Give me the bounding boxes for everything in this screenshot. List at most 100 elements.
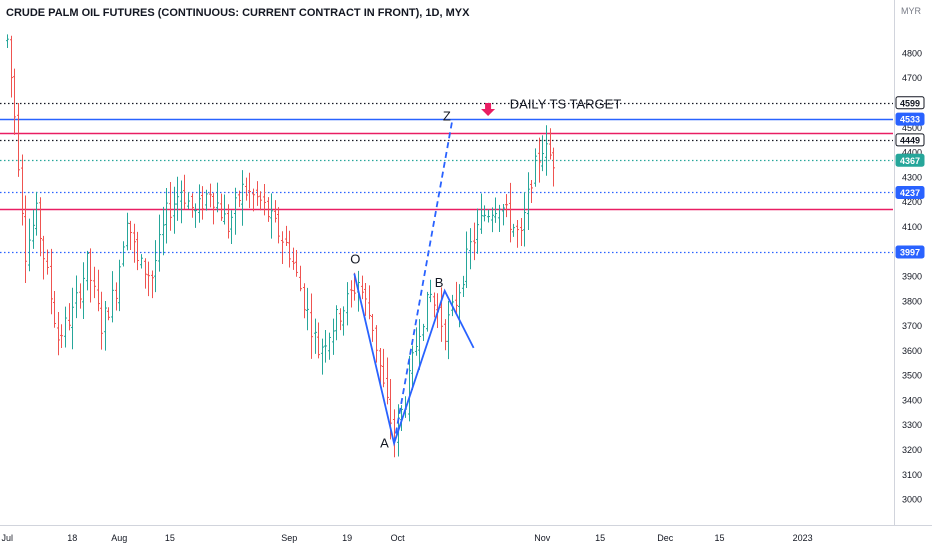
ohlc-bar: [230, 210, 233, 244]
ohlc-bar: [191, 193, 194, 218]
time-tick-label: 15: [714, 533, 724, 543]
ohlc-bar: [100, 291, 103, 350]
ohlc-bar: [209, 183, 212, 208]
ohlc-bar: [173, 186, 176, 234]
ohlc-bar: [82, 262, 85, 319]
ohlc-bar: [382, 348, 385, 388]
ohlc-bar: [267, 197, 270, 222]
pattern-zigzag: [353, 273, 475, 447]
time-tick-label: Jul: [1, 533, 13, 543]
ohlc-bar: [375, 325, 378, 363]
price-label: 4367: [895, 153, 925, 167]
ohlc-bar: [498, 204, 501, 232]
ohlc-bar: [418, 319, 421, 370]
ohlc-bar: [234, 187, 237, 235]
price-tick-label: 3700: [902, 321, 922, 331]
price-tick-label: 4400: [902, 148, 922, 158]
ohlc-bar: [512, 223, 515, 237]
ohlc-bar: [183, 174, 186, 209]
ohlc-bar: [527, 172, 530, 231]
price-tick-label: 4800: [902, 48, 922, 58]
ohlc-bar: [111, 271, 114, 323]
ohlc-bar: [241, 170, 244, 226]
ohlc-bar: [469, 228, 472, 270]
ohlc-bar: [39, 197, 42, 257]
ohlc-bar: [165, 188, 168, 244]
pattern-point-label: Z: [443, 108, 451, 123]
price-tick-label: 3800: [902, 296, 922, 306]
ohlc-bar: [277, 207, 280, 244]
price-tick-label: 3900: [902, 272, 922, 282]
ohlc-bar: [151, 270, 154, 299]
ohlc-bar: [263, 183, 266, 216]
ohlc-bar: [335, 305, 338, 341]
ohlc-bar: [216, 182, 219, 213]
price-label-text: 4237: [900, 188, 920, 198]
ohlc-bar: [118, 259, 121, 312]
ohlc-bar: [245, 177, 248, 201]
ohlc-bar: [205, 189, 208, 211]
price-label-box: [895, 112, 925, 126]
price-label-text: 4599: [900, 98, 920, 108]
time-tick-label: Aug: [111, 533, 127, 543]
ohlc-bar: [32, 209, 35, 249]
price-labels: 4599 4533 4449 4367 4237 3997: [895, 96, 925, 259]
price-label-text: 4367: [900, 156, 920, 166]
ohlc-bar: [154, 240, 157, 293]
ohlc-bar: [534, 148, 537, 187]
ohlc-bar: [505, 194, 508, 218]
ohlc-bar: [339, 308, 342, 331]
price-tick-label: 4100: [902, 222, 922, 232]
ohlc-bar: [473, 222, 476, 261]
price-tick-label: 3100: [902, 470, 922, 480]
ohlc-bar: [71, 287, 74, 350]
price-tick-label: 3300: [902, 420, 922, 430]
ohlc-bar: [314, 318, 317, 354]
ohlc-bar: [368, 285, 371, 320]
ohlc-bar: [93, 266, 96, 299]
ohlc-bar: [97, 269, 100, 312]
ohlc-bar: [321, 338, 324, 375]
ohlc-bar: [256, 181, 259, 206]
ohlc-bar: [252, 188, 255, 212]
ohlc-bar: [523, 192, 526, 247]
ohlc-bar: [371, 314, 374, 342]
projection-line: [393, 122, 453, 444]
ohlc-bar: [332, 318, 335, 355]
ohlc-bar: [285, 225, 288, 247]
ohlc-bar: [328, 332, 331, 360]
ohlc-bar: [144, 258, 147, 289]
price-tick-label: 3400: [902, 395, 922, 405]
time-tick-label: Oct: [391, 533, 406, 543]
ohlc-bar: [227, 204, 230, 239]
horizontal-levels: [0, 102, 893, 254]
ohlc-bar: [281, 231, 284, 264]
pattern-point-label: A: [380, 435, 389, 450]
ohlc-bar: [169, 181, 172, 231]
price-tick-label: 4500: [902, 123, 922, 133]
time-axis: Jul 18 Aug 15 Sep 19 Oct Nov 15 Dec 15 2023: [1, 533, 812, 543]
currency-label: MYR: [901, 6, 922, 16]
time-tick-label: Nov: [534, 533, 551, 543]
ohlc-bar: [310, 293, 313, 359]
ohlc-bar: [122, 241, 125, 267]
price-tick-label: 3000: [902, 495, 922, 505]
ohlc-bar: [201, 186, 204, 220]
ohlc-bar: [361, 275, 364, 300]
time-tick-label: 15: [595, 533, 605, 543]
ohlc-bar: [126, 212, 129, 251]
ohlc-bar: [158, 214, 161, 272]
price-tick-label: 3600: [902, 346, 922, 356]
ohlc-bar: [194, 203, 197, 228]
price-label-text: 4533: [900, 115, 920, 125]
ohlc-bar: [104, 301, 107, 351]
ohlc-bar: [411, 345, 414, 391]
price-label-box: [895, 185, 925, 199]
ohlc-bar: [42, 235, 45, 280]
arrow-down-icon: [481, 102, 496, 116]
ohlc-bar: [299, 265, 302, 292]
ohlc-bar: [379, 348, 382, 384]
ohlc-bar: [476, 208, 479, 254]
pattern-point-label: O: [350, 252, 360, 267]
